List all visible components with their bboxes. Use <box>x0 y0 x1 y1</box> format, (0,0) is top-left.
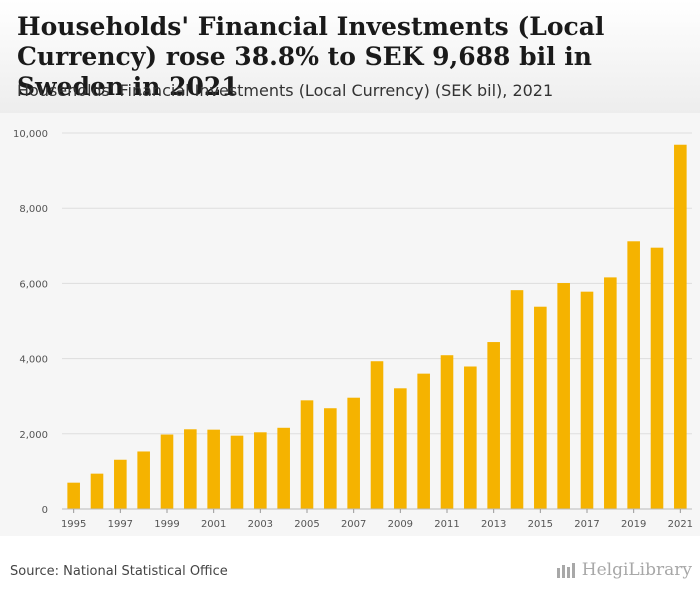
bar-2016 <box>557 283 570 509</box>
x-tick-label: 2017 <box>574 519 599 530</box>
brand-name: HelgiLibrary <box>581 560 692 580</box>
bar-2007 <box>347 397 360 509</box>
x-tick-label: 2003 <box>248 519 273 530</box>
bar-1998 <box>137 451 150 509</box>
chart-subtitle: Households' Financial Investments (Local… <box>17 81 554 100</box>
x-tick-label: 2021 <box>668 519 693 530</box>
y-tick-label: 6,000 <box>19 279 48 290</box>
chart-title: Households' Financial Investments (Local… <box>17 12 605 101</box>
x-tick-label: 2009 <box>388 519 413 530</box>
y-tick-label: 8,000 <box>19 204 48 215</box>
bar-2020 <box>650 247 664 509</box>
footer: Source: National Statistical Office Helg… <box>0 536 700 596</box>
bar-chart: 0 2,000 4,000 6,000 8,000 10,000 1995 1997 1999 2… <box>13 129 693 530</box>
bar-2014 <box>510 290 524 509</box>
bar-2018 <box>604 277 617 509</box>
library-icon <box>556 563 575 578</box>
bar-2017 <box>580 291 594 509</box>
bar-2011 <box>440 355 454 509</box>
x-tick-label: 2011 <box>434 519 459 530</box>
bar-2001 <box>207 429 220 509</box>
bar-2000 <box>184 429 197 509</box>
y-tick-label: 10,000 <box>13 129 48 140</box>
bar-2006 <box>324 408 337 509</box>
x-tick-label: 2013 <box>481 519 506 530</box>
bar-2012 <box>464 366 477 509</box>
x-tick-label: 2019 <box>621 519 646 530</box>
bar-1996 <box>90 473 104 509</box>
x-tick-label: 2007 <box>341 519 366 530</box>
y-tick-label: 4,000 <box>19 355 48 366</box>
x-tick-label: 1995 <box>61 519 86 530</box>
source-note: Source: National Statistical Office <box>10 564 228 579</box>
bar-2004 <box>277 427 290 509</box>
x-tick-label: 2001 <box>201 519 226 530</box>
bar-1997 <box>114 459 127 509</box>
bar-2009 <box>394 388 407 509</box>
bar-2008 <box>370 361 384 509</box>
x-tick-label: 2005 <box>294 519 319 530</box>
bar-2005 <box>300 400 314 509</box>
x-tick-label: 1999 <box>154 519 179 530</box>
bar-2015 <box>534 306 547 509</box>
x-tick-label: 2015 <box>528 519 553 530</box>
plot-area: 0 2,000 4,000 6,000 8,000 10,000 1995 1997 1999 2… <box>0 113 700 536</box>
bar-2002 <box>230 435 244 509</box>
bar-1999 <box>160 434 174 509</box>
bar-2003 <box>254 432 267 509</box>
y-tick-label: 0 <box>42 505 48 516</box>
bar-2013 <box>487 342 500 509</box>
bar-2021 <box>674 144 687 509</box>
y-tick-label: 2,000 <box>19 430 48 441</box>
header: Households' Financial Investments (Local… <box>0 0 700 113</box>
x-tick-label: 1997 <box>108 519 133 530</box>
bar-2010 <box>417 373 430 509</box>
brand-logo: HelgiLibrary <box>556 560 692 580</box>
bar-2019 <box>627 241 640 509</box>
bar-1995 <box>67 482 80 509</box>
